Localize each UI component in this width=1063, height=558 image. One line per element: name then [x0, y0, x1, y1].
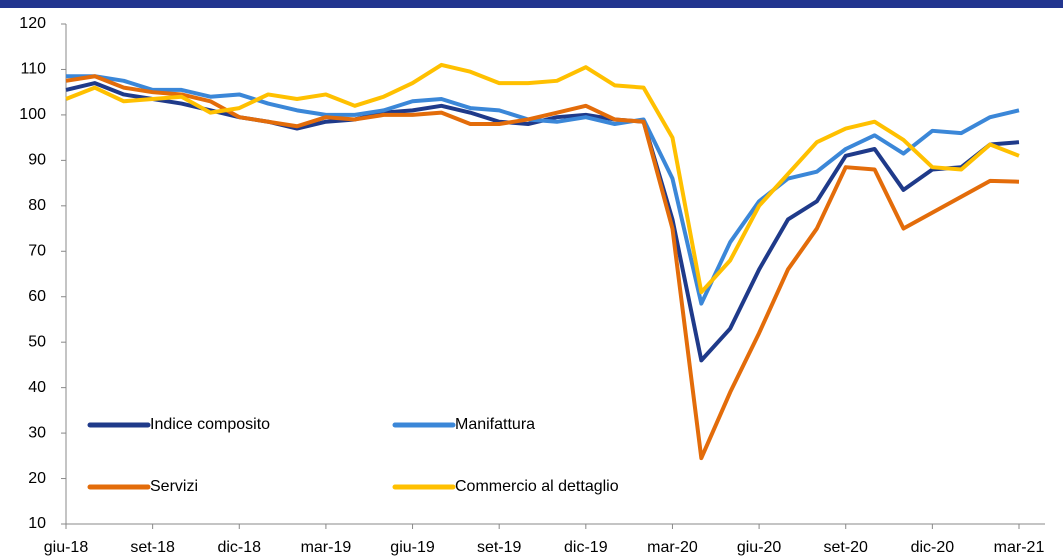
legend-label: Servizi [150, 478, 198, 495]
legend-label: Commercio al dettaglio [455, 478, 619, 495]
y-tick-label: 80 [28, 197, 46, 214]
x-tick-label: dic-18 [217, 539, 261, 556]
x-tick-label: giu-20 [737, 539, 782, 556]
series-line [65, 62, 1020, 295]
x-tick-label: dic-19 [564, 539, 608, 556]
x-tick-label: set-20 [823, 539, 868, 556]
x-tick-label: set-19 [477, 539, 522, 556]
x-tick-label: dic-20 [911, 539, 955, 556]
y-tick-label: 40 [28, 379, 46, 396]
y-tick-label: 30 [28, 424, 46, 441]
x-tick-label: mar-20 [647, 539, 698, 556]
y-tick-label: 120 [19, 15, 46, 32]
legend-label: Manifattura [455, 416, 535, 433]
y-tick-label: 10 [28, 515, 46, 532]
legend-label: Indice composito [150, 416, 270, 433]
x-tick-label: mar-21 [994, 539, 1045, 556]
series-line [65, 74, 1020, 461]
x-tick-label: giu-18 [44, 539, 89, 556]
series-line [66, 74, 1020, 306]
y-tick-label: 100 [19, 106, 46, 123]
x-tick-label: set-18 [130, 539, 175, 556]
header-bar [0, 0, 1063, 8]
y-tick-label: 110 [20, 61, 46, 78]
x-tick-label: giu-19 [390, 539, 435, 556]
x-tick-label: mar-19 [301, 539, 352, 556]
y-tick-label: 90 [28, 152, 46, 169]
y-tick-label: 70 [28, 242, 46, 259]
y-tick-label: 20 [28, 470, 46, 487]
y-tick-label: 50 [28, 333, 46, 350]
y-tick-label: 60 [28, 288, 46, 305]
